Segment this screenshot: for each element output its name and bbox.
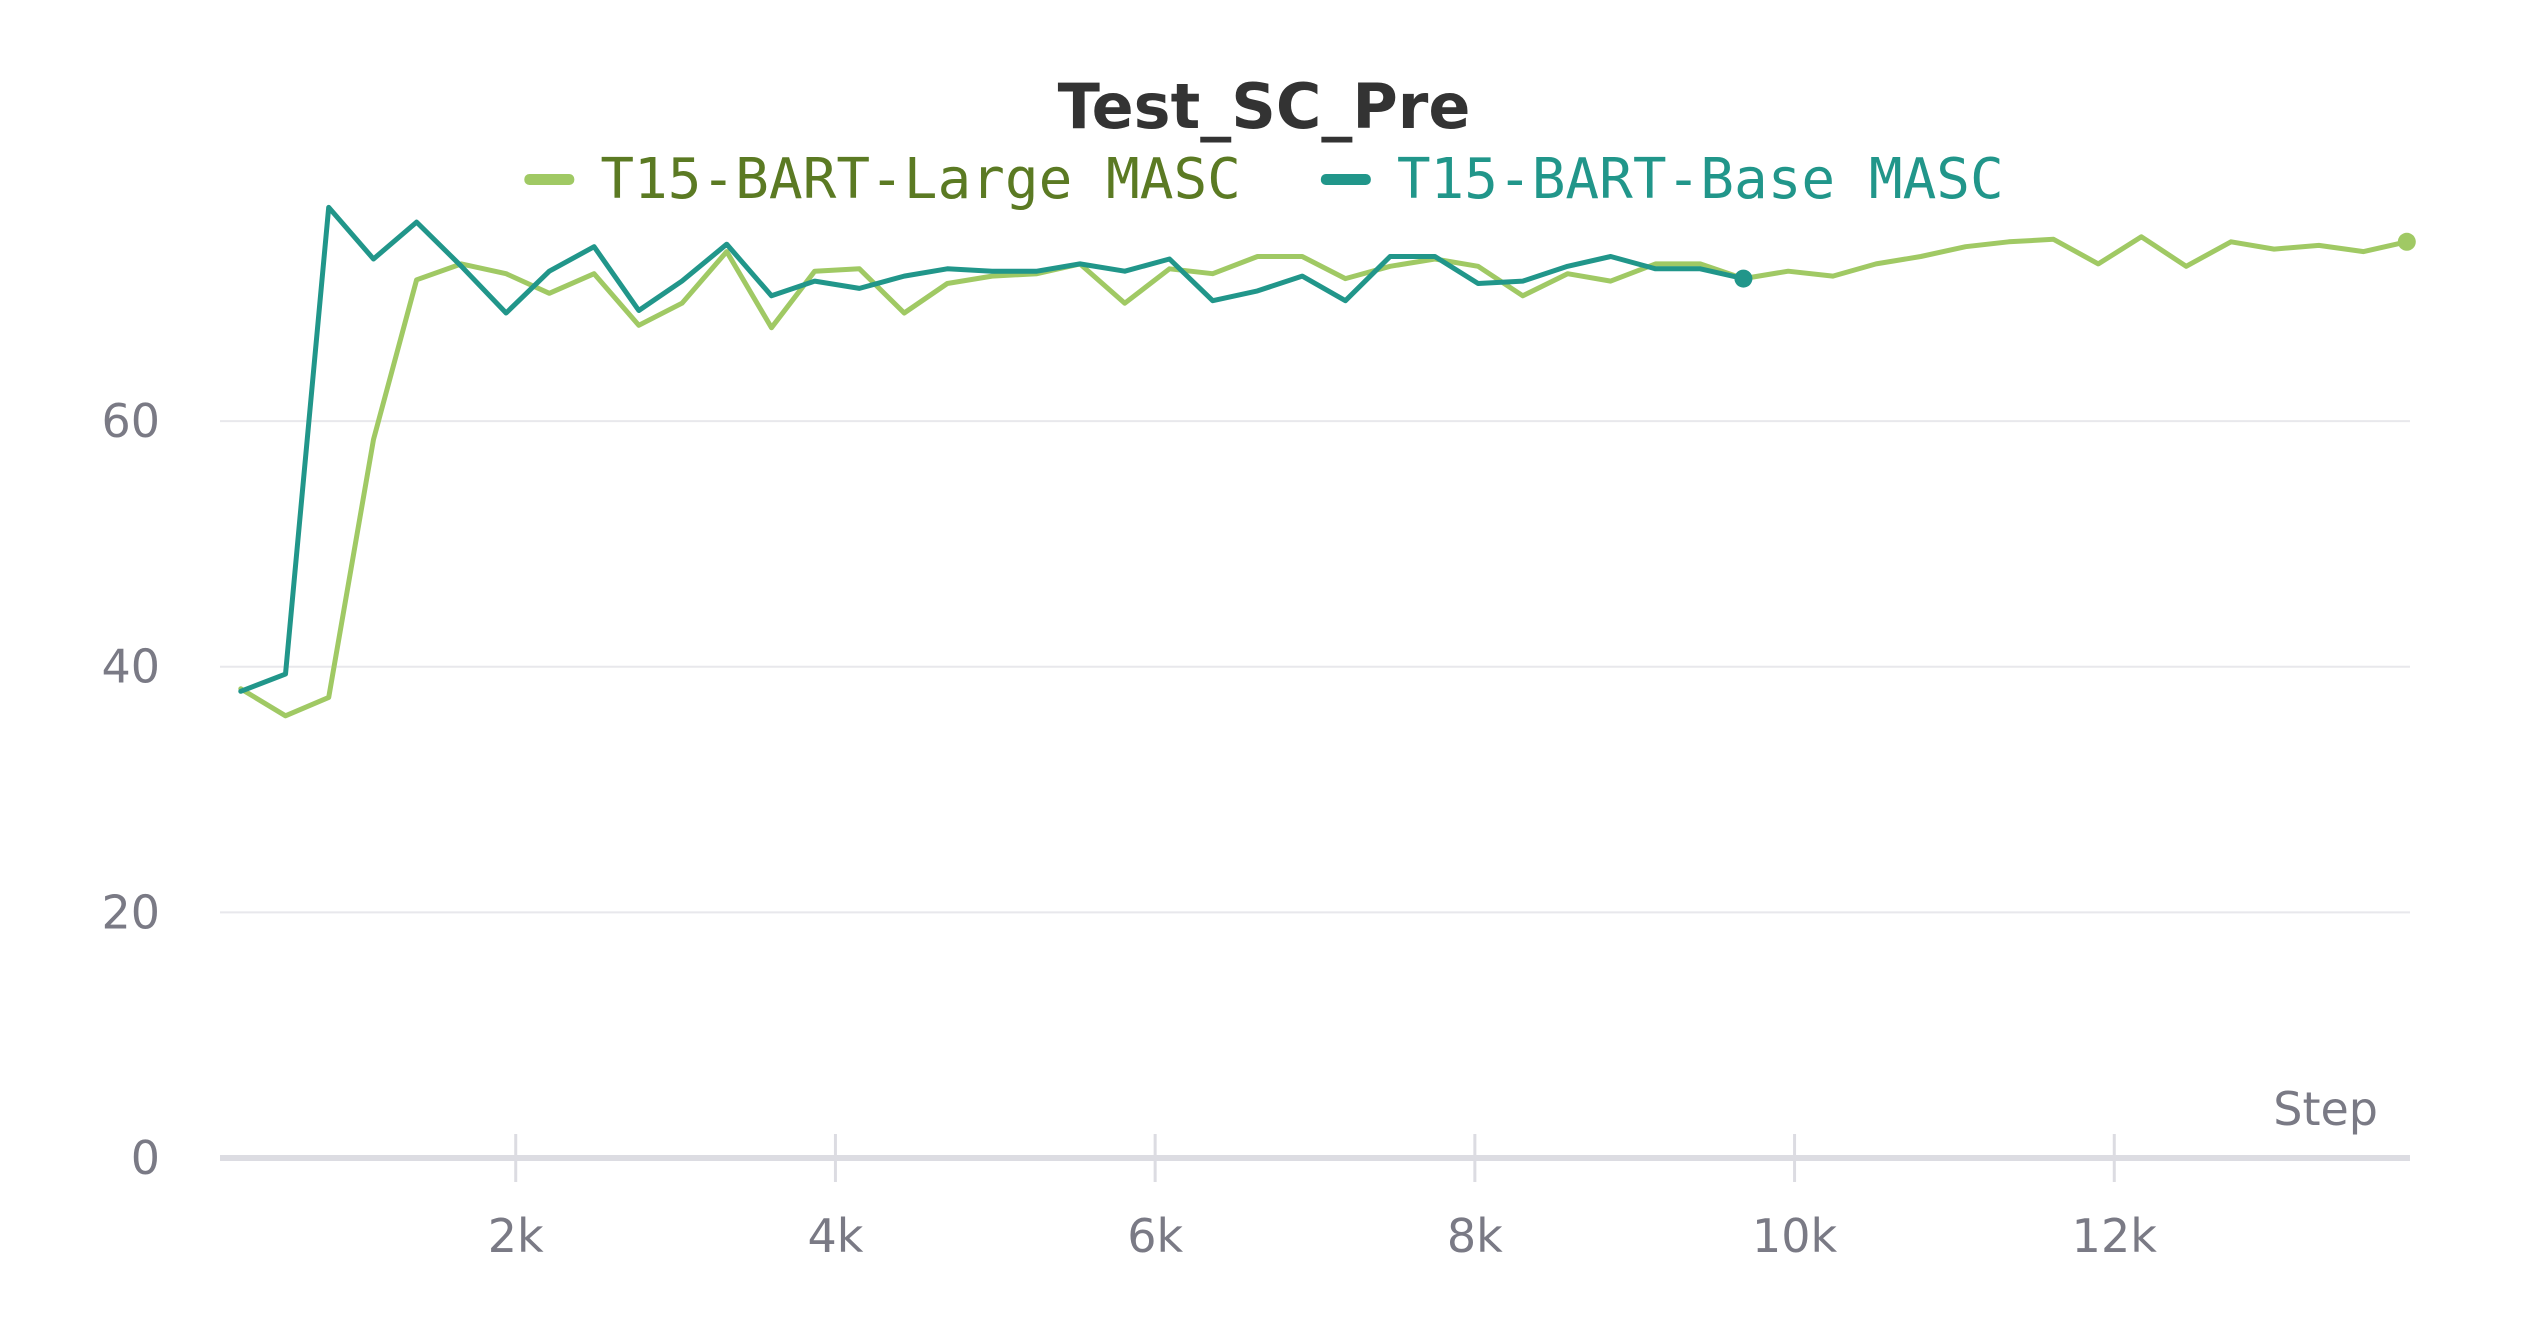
series-end-marker-0 bbox=[2397, 232, 2416, 251]
y-tick-label: 60 bbox=[101, 394, 160, 448]
x-tick-label: 6k bbox=[1127, 1209, 1183, 1263]
x-tick-label: 8k bbox=[1447, 1209, 1503, 1263]
x-tick-label: 12k bbox=[2072, 1209, 2158, 1263]
series-line-1 bbox=[238, 204, 1746, 694]
gridlines bbox=[220, 420, 2410, 914]
series-layer bbox=[238, 204, 2416, 719]
series-end-marker-1 bbox=[1734, 269, 1753, 288]
legend-item-0: T15-BART-Large MASC bbox=[524, 147, 1241, 212]
legend: T15-BART-Large MASC T15-BART-Base MASC bbox=[524, 147, 2004, 212]
y-tick-label: 40 bbox=[101, 640, 160, 694]
y-tick-label: 20 bbox=[101, 885, 160, 939]
legend-swatch bbox=[524, 174, 575, 185]
legend-swatch bbox=[1320, 174, 1371, 185]
legend-label: T15-BART-Large MASC bbox=[600, 147, 1241, 212]
legend-item-1: T15-BART-Base MASC bbox=[1320, 147, 2004, 212]
x-axis-title: Step bbox=[2273, 1082, 2378, 1136]
x-tick-label: 4k bbox=[807, 1209, 863, 1263]
y-axis: 0 20 40 60 bbox=[101, 394, 160, 1185]
x-axis: 2k 4k 6k 8k 10k 12k bbox=[220, 1134, 2410, 1263]
legend-label: T15-BART-Base MASC bbox=[1397, 147, 2004, 212]
x-tick-label: 10k bbox=[1752, 1209, 1838, 1263]
x-tick-label: 2k bbox=[488, 1209, 544, 1263]
series-line-0 bbox=[238, 234, 2410, 719]
y-tick-label: 0 bbox=[131, 1131, 160, 1185]
chart-title: Test_SC_Pre bbox=[1058, 70, 1471, 143]
